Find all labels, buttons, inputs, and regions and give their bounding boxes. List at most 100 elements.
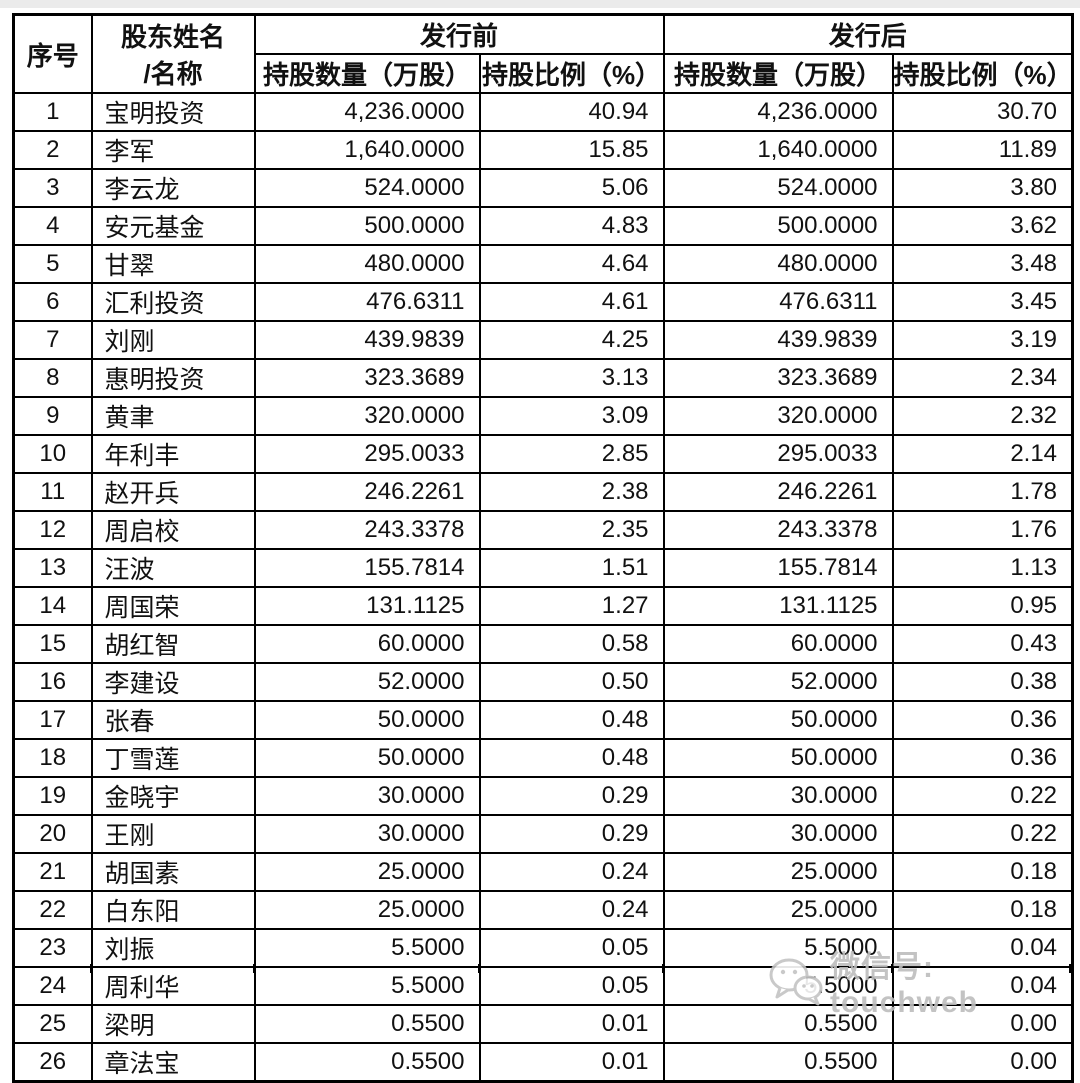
post-shares-cell: 0.5500 xyxy=(662,1042,894,1083)
pre-ratio-cell: 0.29 xyxy=(478,776,665,816)
post-shares-cell: 246.2261 xyxy=(662,472,894,512)
post-shares-cell: 243.3378 xyxy=(662,510,894,550)
pre-ratio-cell: 4.25 xyxy=(478,320,665,360)
shareholder-name-cell: 张春 xyxy=(90,700,256,740)
shareholder-name-cell: 周启校 xyxy=(90,510,256,550)
pre-shares-cell: 524.0000 xyxy=(253,168,481,208)
post-shares-cell: 25.0000 xyxy=(662,852,894,892)
pre-ratio-cell: 0.01 xyxy=(478,1042,665,1083)
table-row: 12 周启校 243.3378 2.35 243.3378 1.76 xyxy=(12,510,1074,550)
shareholder-name-cell: 宝明投资 xyxy=(90,92,256,132)
table-row: 20 王刚 30.0000 0.29 30.0000 0.22 xyxy=(12,814,1074,854)
shareholder-name-cell: 汪波 xyxy=(90,548,256,588)
post-shares-cell: 320.0000 xyxy=(662,396,894,436)
stub-line xyxy=(12,964,14,973)
pre-shares-cell: 60.0000 xyxy=(253,624,481,664)
watermark: 微信号: touchweb xyxy=(768,942,1080,1020)
post-ratio-cell: 0.18 xyxy=(891,852,1074,892)
pre-ratio-cell: 0.24 xyxy=(478,852,665,892)
pre-shares-cell: 25.0000 xyxy=(253,890,481,930)
table-header: 序号 股东姓名 /名称 发行前 发行后 持股数量（万股） 持股比例（%） 持股数… xyxy=(12,13,1074,94)
table-row: 7 刘刚 439.9839 4.25 439.9839 3.19 xyxy=(12,320,1074,360)
post-ratio-cell: 1.76 xyxy=(891,510,1074,550)
row-index-cell: 12 xyxy=(12,510,93,550)
page-top-strip xyxy=(0,0,1080,8)
shareholder-name-cell: 黄聿 xyxy=(90,396,256,436)
row-index-cell: 4 xyxy=(12,206,93,246)
shareholder-name-cell: 甘翠 xyxy=(90,244,256,284)
pre-ratio-cell: 0.05 xyxy=(478,966,665,1006)
header-shareholder-name-line1: 股东姓名 xyxy=(120,22,225,52)
pre-shares-cell: 500.0000 xyxy=(253,206,481,246)
post-ratio-cell: 3.62 xyxy=(891,206,1074,246)
stub-line xyxy=(253,964,255,973)
wechat-icon xyxy=(769,958,823,1006)
post-ratio-cell: 0.36 xyxy=(891,700,1074,740)
stub-line xyxy=(90,964,92,973)
pre-ratio-cell: 0.58 xyxy=(478,624,665,664)
post-shares-cell: 295.0033 xyxy=(662,434,894,474)
row-index-cell: 11 xyxy=(12,472,93,512)
post-ratio-cell: 0.43 xyxy=(891,624,1074,664)
post-shares-cell: 5.5000 xyxy=(662,966,894,1006)
post-shares-cell: 323.3689 xyxy=(662,358,894,398)
post-ratio-cell: 11.89 xyxy=(891,130,1074,170)
row-index-cell: 18 xyxy=(12,738,93,778)
watermark-text: 微信号: touchweb xyxy=(830,951,978,1019)
post-ratio-cell: 0.22 xyxy=(891,814,1074,854)
header-shareholder-name: 股东姓名 /名称 xyxy=(90,13,256,94)
post-shares-cell: 500.0000 xyxy=(662,206,894,246)
post-ratio-cell: 3.80 xyxy=(891,168,1074,208)
pre-shares-cell: 476.6311 xyxy=(253,282,481,322)
row-index-cell: 15 xyxy=(12,624,93,664)
row-index-cell: 22 xyxy=(12,890,93,930)
shareholder-name-cell: 刘振 xyxy=(90,928,256,968)
post-shares-cell: 476.6311 xyxy=(662,282,894,322)
pre-ratio-cell: 1.51 xyxy=(478,548,665,588)
post-shares-cell: 4,236.0000 xyxy=(662,92,894,132)
pre-shares-cell: 480.0000 xyxy=(253,244,481,284)
pre-shares-cell: 50.0000 xyxy=(253,700,481,740)
table-row: 10 年利丰 295.0033 2.85 295.0033 2.14 xyxy=(12,434,1074,474)
table-row: 5 甘翠 480.0000 4.64 480.0000 3.48 xyxy=(12,244,1074,284)
shareholder-name-cell: 章法宝 xyxy=(90,1042,256,1083)
table-row: 11 赵开兵 246.2261 2.38 246.2261 1.78 xyxy=(12,472,1074,512)
post-ratio-cell: 30.70 xyxy=(891,92,1074,132)
header-post-ratio: 持股比例（%） xyxy=(891,53,1074,94)
shareholder-name-cell: 胡国素 xyxy=(90,852,256,892)
pre-shares-cell: 1,640.0000 xyxy=(253,130,481,170)
post-ratio-cell: 2.32 xyxy=(891,396,1074,436)
row-index-cell: 9 xyxy=(12,396,93,436)
shareholder-name-cell: 白东阳 xyxy=(90,890,256,930)
post-ratio-cell: 0.18 xyxy=(891,890,1074,930)
post-shares-cell: 480.0000 xyxy=(662,244,894,284)
pre-ratio-cell: 4.83 xyxy=(478,206,665,246)
post-ratio-cell: 0.95 xyxy=(891,586,1074,626)
pre-ratio-cell: 0.24 xyxy=(478,890,665,930)
pre-ratio-cell: 4.64 xyxy=(478,244,665,284)
post-shares-cell: 1,640.0000 xyxy=(662,130,894,170)
table-row: 15 胡红智 60.0000 0.58 60.0000 0.43 xyxy=(12,624,1074,664)
row-index-cell: 17 xyxy=(12,700,93,740)
shareholder-name-cell: 梁明 xyxy=(90,1004,256,1044)
pre-shares-cell: 4,236.0000 xyxy=(253,92,481,132)
table-row: 26 章法宝 0.5500 0.01 0.5500 0.00 xyxy=(12,1042,1074,1083)
post-ratio-cell: 3.45 xyxy=(891,282,1074,322)
shareholder-name-cell: 年利丰 xyxy=(90,434,256,474)
pre-ratio-cell: 0.48 xyxy=(478,738,665,778)
table-row: 18 丁雪莲 50.0000 0.48 50.0000 0.36 xyxy=(12,738,1074,778)
pre-shares-cell: 155.7814 xyxy=(253,548,481,588)
pre-shares-cell: 0.5500 xyxy=(253,1042,481,1083)
shareholder-name-cell: 赵开兵 xyxy=(90,472,256,512)
post-shares-cell: 60.0000 xyxy=(662,624,894,664)
pre-ratio-cell: 1.27 xyxy=(478,586,665,626)
pre-shares-cell: 439.9839 xyxy=(253,320,481,360)
post-shares-cell: 155.7814 xyxy=(662,548,894,588)
pre-ratio-cell: 5.06 xyxy=(478,168,665,208)
row-index-cell: 16 xyxy=(12,662,93,702)
pre-shares-cell: 5.5000 xyxy=(253,966,481,1006)
row-index-cell: 24 xyxy=(12,966,93,1006)
row-index-cell: 13 xyxy=(12,548,93,588)
row-index-cell: 14 xyxy=(12,586,93,626)
post-shares-cell: 524.0000 xyxy=(662,168,894,208)
